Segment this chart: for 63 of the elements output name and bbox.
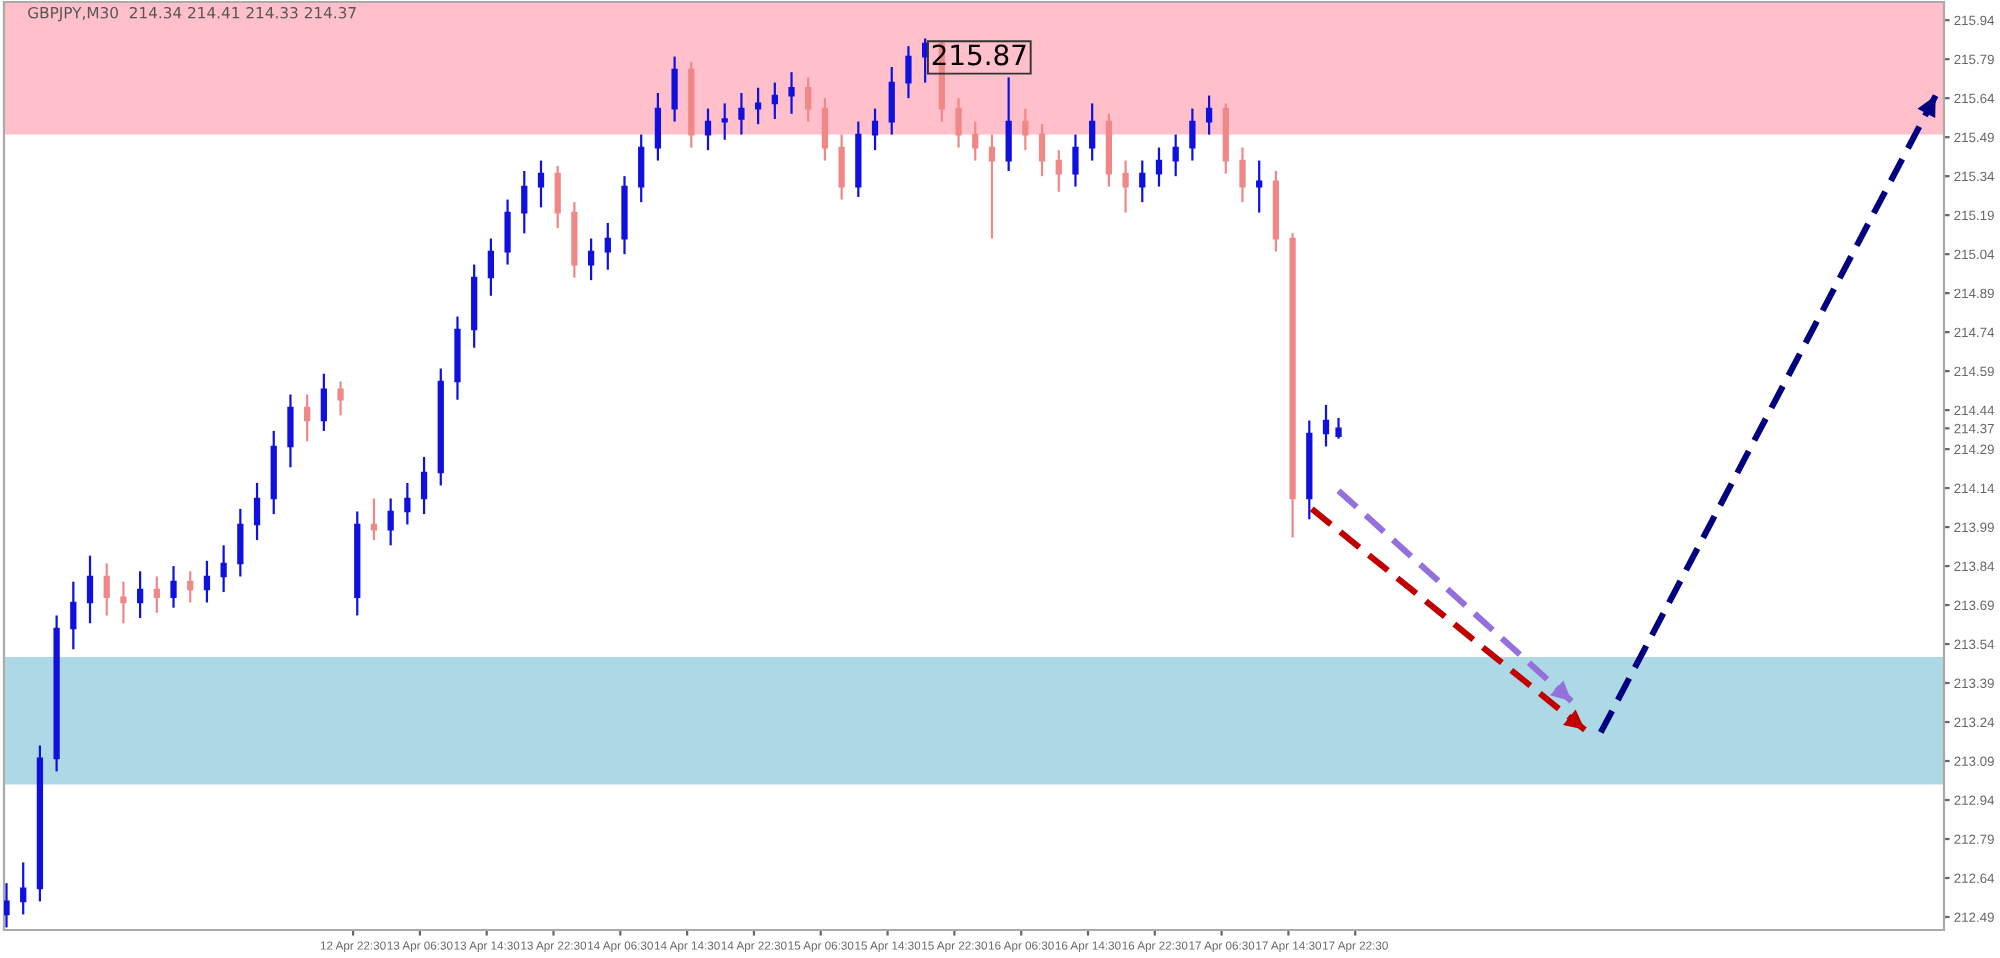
candlestick xyxy=(1256,159,1263,214)
candlestick xyxy=(654,91,662,162)
candlestick xyxy=(805,76,812,123)
candlestick xyxy=(253,481,261,542)
candlestick xyxy=(638,133,645,204)
candlestick xyxy=(988,133,996,240)
candlestick xyxy=(754,86,762,126)
candlestick xyxy=(1189,107,1196,162)
candlestick xyxy=(771,81,778,121)
candlestick xyxy=(1172,133,1179,178)
candlestick xyxy=(1205,94,1213,136)
candlestick xyxy=(587,237,595,282)
candlestick xyxy=(1005,76,1012,173)
candlestick xyxy=(821,97,829,162)
candlestick xyxy=(1322,403,1330,448)
candlestick xyxy=(604,221,611,271)
candlestick xyxy=(721,102,728,141)
candlestick xyxy=(1122,159,1129,214)
candlestick xyxy=(1022,107,1029,152)
candlestick xyxy=(1072,133,1079,188)
candlestick xyxy=(304,393,311,443)
candlestick xyxy=(203,559,211,604)
candlestick xyxy=(136,570,144,620)
candlestick xyxy=(4,882,10,929)
candlestick xyxy=(905,45,912,100)
candlestick xyxy=(554,164,561,230)
candlestick xyxy=(1089,102,1096,162)
candlestick xyxy=(704,107,712,152)
candlestick xyxy=(120,580,127,625)
candlestick xyxy=(320,372,327,433)
candlestick xyxy=(404,481,411,526)
candlestick xyxy=(237,507,244,578)
candlestick xyxy=(170,564,177,609)
candlestick xyxy=(1155,146,1163,188)
candlestick xyxy=(153,575,160,614)
candlestick xyxy=(888,65,895,136)
candlestick xyxy=(370,497,378,542)
candlestick xyxy=(187,570,194,604)
candlestick xyxy=(86,554,94,625)
candlestick xyxy=(487,237,495,297)
candlestick xyxy=(220,544,227,594)
candlestick xyxy=(972,120,979,162)
candlestick xyxy=(504,198,511,266)
candlestick xyxy=(70,580,77,651)
candlestick xyxy=(671,55,678,123)
candlestick xyxy=(337,380,344,417)
candlestick xyxy=(521,169,528,235)
candlestick xyxy=(420,455,428,516)
candlestick xyxy=(738,91,745,136)
candlestick xyxy=(387,497,394,547)
candlestick xyxy=(871,107,879,152)
candlestick xyxy=(955,97,962,149)
candlestick xyxy=(20,861,27,916)
annotation: 215.87 xyxy=(932,44,1026,66)
candlestick xyxy=(788,71,795,115)
candlestick xyxy=(1055,149,1062,193)
candlestick xyxy=(1139,159,1146,204)
candlestick xyxy=(1239,146,1246,204)
candlestick xyxy=(1038,123,1046,178)
candlestick xyxy=(287,393,294,469)
candlestick xyxy=(103,562,110,617)
candlestick xyxy=(838,133,845,201)
candlestick xyxy=(537,159,545,209)
